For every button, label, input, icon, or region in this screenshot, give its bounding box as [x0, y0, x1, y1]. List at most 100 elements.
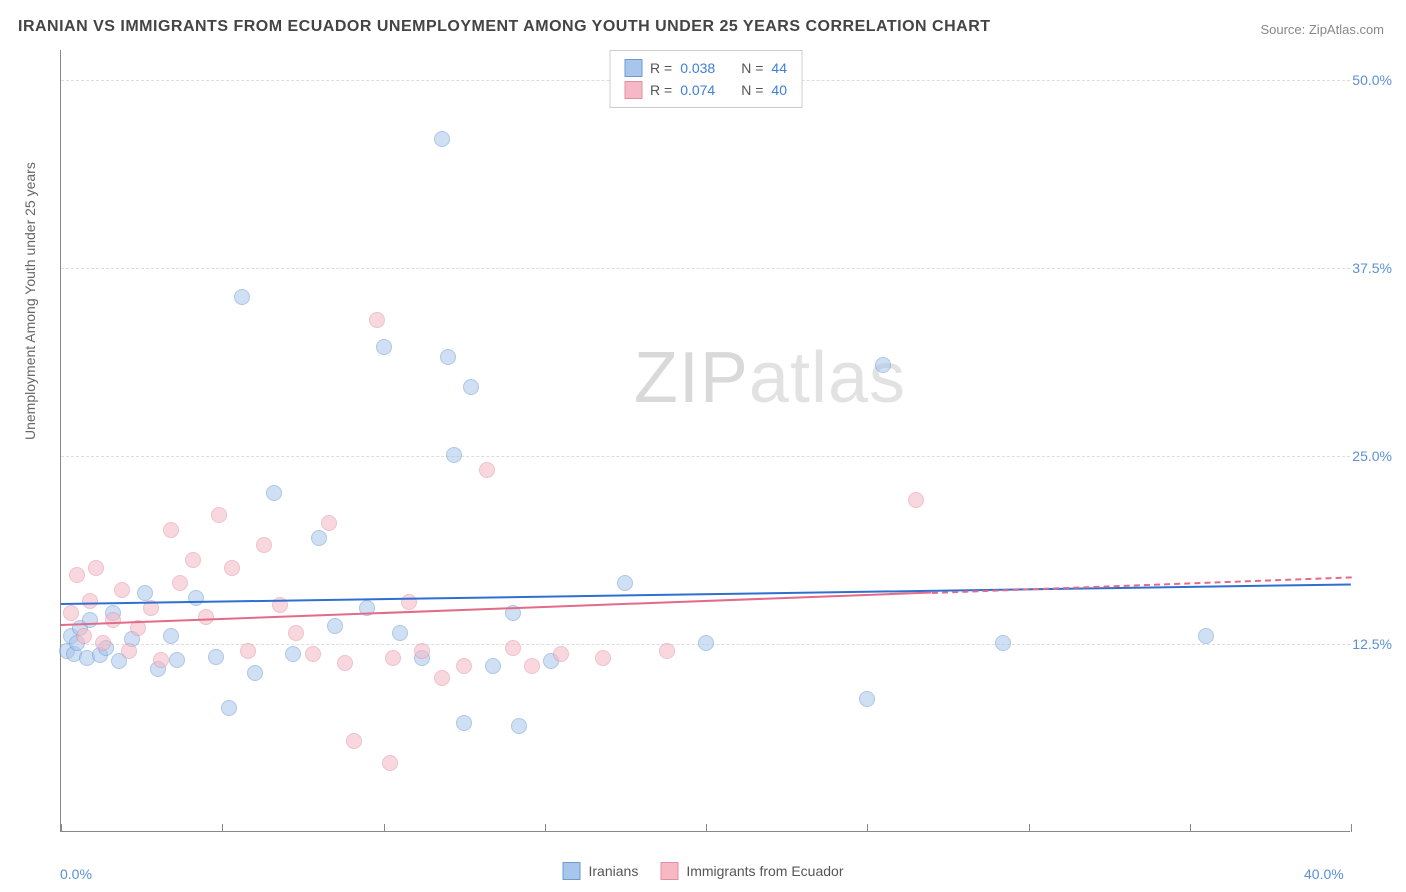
scatter-point	[524, 658, 540, 674]
x-tick	[867, 824, 868, 832]
legend-stats-row: R = 0.038 N = 44	[624, 57, 787, 79]
source-attribution: Source: ZipAtlas.com	[1260, 22, 1384, 37]
legend-label: Iranians	[589, 863, 639, 879]
legend-r-label: R =	[650, 60, 672, 76]
scatter-point	[446, 447, 462, 463]
scatter-point	[234, 289, 250, 305]
scatter-point	[247, 665, 263, 681]
y-tick-label: 50.0%	[1352, 72, 1392, 88]
scatter-point	[82, 612, 98, 628]
legend-swatch	[624, 59, 642, 77]
legend-n-label: N =	[741, 82, 763, 98]
scatter-point	[169, 652, 185, 668]
scatter-point	[88, 560, 104, 576]
scatter-point	[256, 537, 272, 553]
gridline	[61, 268, 1350, 269]
scatter-point	[137, 585, 153, 601]
scatter-point	[63, 605, 79, 621]
watermark: ZIPatlas	[634, 337, 906, 419]
legend-bottom: Iranians Immigrants from Ecuador	[563, 862, 844, 880]
scatter-point	[188, 590, 204, 606]
legend-swatch	[660, 862, 678, 880]
scatter-point	[908, 492, 924, 508]
scatter-point	[337, 655, 353, 671]
gridline	[61, 456, 1350, 457]
scatter-point	[221, 700, 237, 716]
scatter-point	[479, 462, 495, 478]
scatter-point	[240, 643, 256, 659]
scatter-point	[327, 618, 343, 634]
x-tick-label: 40.0%	[1304, 866, 1344, 882]
scatter-point	[505, 640, 521, 656]
scatter-point	[163, 522, 179, 538]
x-tick	[545, 824, 546, 832]
scatter-point	[595, 650, 611, 666]
scatter-point	[434, 131, 450, 147]
scatter-point	[659, 643, 675, 659]
legend-r-label: R =	[650, 82, 672, 98]
scatter-point	[369, 312, 385, 328]
scatter-point	[434, 670, 450, 686]
scatter-point	[288, 625, 304, 641]
y-tick-label: 12.5%	[1352, 636, 1392, 652]
scatter-point	[382, 755, 398, 771]
scatter-point	[456, 715, 472, 731]
scatter-point	[346, 733, 362, 749]
scatter-point	[875, 357, 891, 373]
legend-item: Immigrants from Ecuador	[660, 862, 843, 880]
x-tick	[61, 824, 62, 832]
scatter-point	[185, 552, 201, 568]
legend-r-value: 0.074	[680, 82, 715, 98]
scatter-point	[208, 649, 224, 665]
scatter-point	[224, 560, 240, 576]
legend-r-value: 0.038	[680, 60, 715, 76]
legend-swatch	[563, 862, 581, 880]
scatter-point	[698, 635, 714, 651]
plot-area: ZIPatlas R = 0.038 N = 44 R = 0.074 N = 40	[60, 50, 1350, 832]
y-tick-label: 37.5%	[1352, 260, 1392, 276]
scatter-point	[321, 515, 337, 531]
scatter-point	[456, 658, 472, 674]
scatter-point	[69, 567, 85, 583]
scatter-point	[392, 625, 408, 641]
x-tick	[1029, 824, 1030, 832]
trend-line	[61, 584, 1351, 606]
scatter-point	[1198, 628, 1214, 644]
x-tick	[222, 824, 223, 832]
scatter-point	[163, 628, 179, 644]
scatter-point	[266, 485, 282, 501]
legend-swatch	[624, 81, 642, 99]
scatter-point	[995, 635, 1011, 651]
legend-stats: R = 0.038 N = 44 R = 0.074 N = 40	[609, 50, 802, 108]
x-tick	[706, 824, 707, 832]
scatter-point	[311, 530, 327, 546]
scatter-point	[172, 575, 188, 591]
legend-label: Immigrants from Ecuador	[686, 863, 843, 879]
scatter-point	[617, 575, 633, 591]
legend-n-label: N =	[741, 60, 763, 76]
scatter-point	[376, 339, 392, 355]
scatter-point	[485, 658, 501, 674]
scatter-point	[153, 652, 169, 668]
chart-title: IRANIAN VS IMMIGRANTS FROM ECUADOR UNEMP…	[18, 18, 991, 36]
y-tick-label: 25.0%	[1352, 448, 1392, 464]
scatter-point	[121, 643, 137, 659]
scatter-point	[285, 646, 301, 662]
scatter-point	[414, 643, 430, 659]
scatter-point	[553, 646, 569, 662]
legend-n-value: 40	[771, 82, 787, 98]
legend-n-value: 44	[771, 60, 787, 76]
scatter-point	[463, 379, 479, 395]
legend-stats-row: R = 0.074 N = 40	[624, 79, 787, 101]
x-tick	[384, 824, 385, 832]
scatter-point	[859, 691, 875, 707]
scatter-point	[82, 593, 98, 609]
x-tick	[1190, 824, 1191, 832]
x-tick-label: 0.0%	[60, 866, 92, 882]
y-axis-label: Unemployment Among Youth under 25 years	[22, 162, 38, 440]
scatter-point	[105, 612, 121, 628]
scatter-point	[305, 646, 321, 662]
scatter-point	[211, 507, 227, 523]
scatter-point	[114, 582, 130, 598]
x-tick	[1351, 824, 1352, 832]
